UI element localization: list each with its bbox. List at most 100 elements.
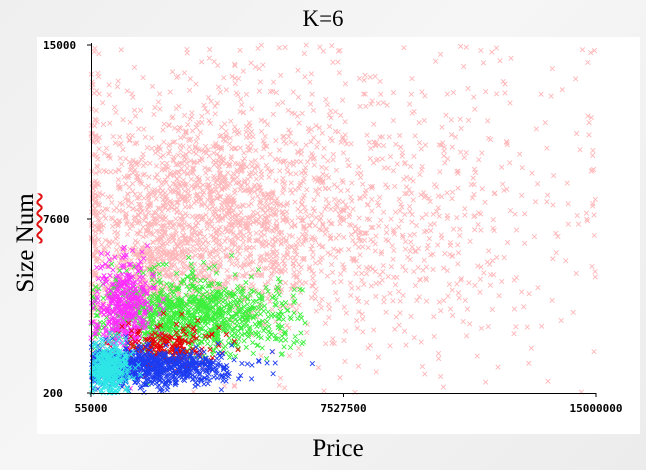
data-point <box>215 252 221 258</box>
data-point <box>276 147 282 153</box>
data-point <box>192 145 198 151</box>
data-point <box>232 160 238 166</box>
data-point <box>386 134 392 140</box>
data-point <box>274 248 280 254</box>
data-point <box>235 244 241 251</box>
data-point <box>171 206 178 212</box>
data-point <box>201 102 207 108</box>
data-point <box>325 250 331 256</box>
data-point <box>181 265 187 271</box>
data-point <box>269 190 275 197</box>
data-point <box>193 81 199 87</box>
data-point <box>112 140 119 146</box>
data-point <box>411 108 417 115</box>
data-point <box>341 264 347 271</box>
data-point <box>220 299 226 305</box>
data-point <box>477 276 483 282</box>
data-point <box>304 321 311 328</box>
data-point <box>304 187 310 193</box>
data-point <box>214 280 221 287</box>
data-point <box>157 146 163 152</box>
data-point <box>261 257 267 263</box>
data-point <box>262 143 268 149</box>
data-point <box>267 151 273 157</box>
data-point <box>96 237 102 243</box>
data-point <box>378 217 384 223</box>
data-point <box>218 132 225 139</box>
data-point <box>214 195 220 201</box>
data-point <box>524 324 530 330</box>
data-point <box>361 281 367 287</box>
data-point <box>419 89 425 95</box>
data-point <box>217 133 223 139</box>
data-point <box>315 139 321 145</box>
data-point <box>283 140 289 146</box>
data-point <box>125 196 131 203</box>
data-point <box>542 119 548 126</box>
data-point <box>231 146 238 152</box>
data-point <box>357 230 363 236</box>
data-point <box>272 238 278 244</box>
data-point <box>385 184 391 191</box>
data-point <box>295 94 302 100</box>
data-point <box>228 156 234 162</box>
data-point <box>243 344 249 350</box>
data-point <box>447 251 453 257</box>
data-point <box>229 209 235 215</box>
data-point <box>204 226 210 232</box>
data-point <box>392 183 398 190</box>
data-point <box>378 91 384 97</box>
data-point <box>176 103 182 109</box>
data-point <box>343 202 349 208</box>
data-point <box>95 164 101 170</box>
data-point <box>497 58 503 64</box>
data-point <box>439 124 445 130</box>
data-point <box>380 100 386 106</box>
data-point <box>156 254 163 260</box>
data-point <box>176 221 183 227</box>
data-point <box>454 214 460 221</box>
data-point <box>223 128 229 134</box>
data-point <box>262 118 268 124</box>
data-point <box>123 258 130 264</box>
data-point <box>93 107 99 114</box>
data-point <box>355 363 362 369</box>
data-point <box>317 260 323 266</box>
data-point <box>299 281 305 287</box>
data-point <box>591 348 597 355</box>
data-point <box>150 212 156 219</box>
data-point <box>330 151 336 157</box>
data-point <box>285 243 291 250</box>
data-point <box>96 91 102 97</box>
data-point <box>423 275 429 281</box>
data-point <box>264 252 270 259</box>
data-point <box>197 231 203 237</box>
data-point <box>157 257 164 263</box>
data-point <box>425 242 431 248</box>
data-point <box>169 281 175 288</box>
data-point <box>189 232 195 238</box>
data-point <box>223 87 229 93</box>
data-point <box>131 64 138 70</box>
data-point <box>192 183 198 190</box>
data-point <box>291 223 298 229</box>
data-point <box>513 227 520 233</box>
data-point <box>261 203 268 209</box>
data-point <box>513 324 519 330</box>
data-point <box>181 70 188 76</box>
data-point <box>401 328 408 334</box>
data-point <box>586 119 592 126</box>
data-point <box>152 150 159 156</box>
data-point <box>94 180 100 186</box>
data-point <box>167 203 173 210</box>
data-point <box>336 211 342 218</box>
data-point <box>504 139 510 146</box>
data-point <box>489 257 496 264</box>
data-point <box>278 201 284 207</box>
data-point <box>418 146 424 152</box>
data-point <box>303 208 309 214</box>
data-point <box>457 226 463 232</box>
data-point <box>326 306 333 312</box>
data-point <box>276 45 282 51</box>
data-point <box>276 312 282 318</box>
